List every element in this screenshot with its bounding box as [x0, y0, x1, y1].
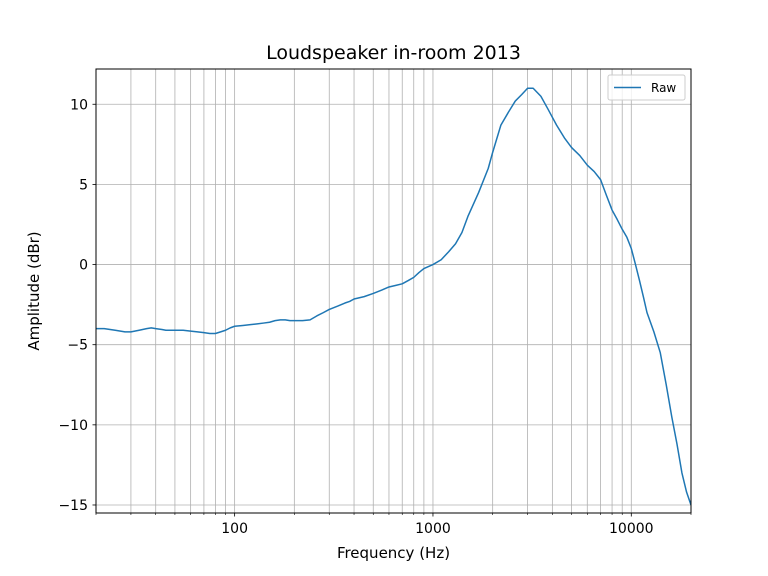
y-axis-label: Amplitude (dBr) — [25, 231, 43, 350]
x-tick-label: 10000 — [609, 521, 654, 537]
y-tick-label: −5 — [67, 338, 88, 354]
y-tick-label: 0 — [79, 258, 88, 274]
y-tick-label: −10 — [58, 418, 88, 434]
y-tick-label: −15 — [58, 498, 88, 514]
chart-title: Loudspeaker in-room 2013 — [266, 42, 521, 64]
y-tick-label: 10 — [70, 97, 88, 113]
y-tick-label: 5 — [79, 177, 88, 193]
legend-label-raw: Raw — [651, 81, 676, 95]
x-tick-label: 100 — [221, 521, 248, 537]
x-tick-label: 1000 — [415, 521, 451, 537]
legend: Raw — [608, 75, 685, 100]
x-axis-label: Frequency (Hz) — [337, 544, 450, 562]
